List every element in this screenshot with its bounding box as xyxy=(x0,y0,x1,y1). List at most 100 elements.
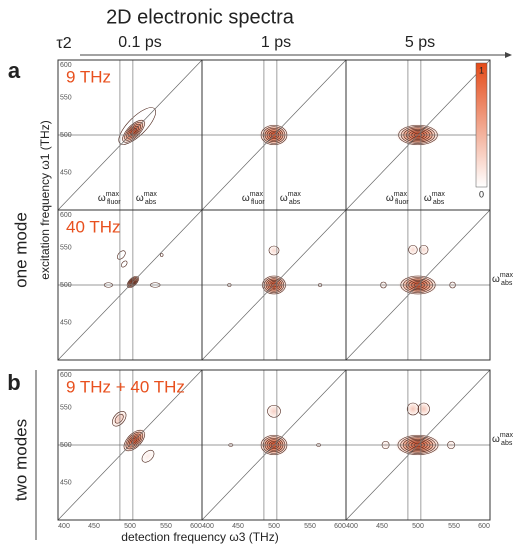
intensity xyxy=(417,402,431,416)
x-tick-label: 500 xyxy=(268,523,280,530)
contour xyxy=(114,413,124,424)
x-tick-label: 450 xyxy=(88,523,100,530)
x-tick-label: 600 xyxy=(334,523,346,530)
intensity xyxy=(266,404,282,419)
y-tick-label: 450 xyxy=(60,479,72,486)
y-tick-label: 500 xyxy=(60,282,72,289)
omega-sup: max xyxy=(288,191,302,198)
omega-symbol: ω xyxy=(386,193,394,204)
omega-symbol: ω xyxy=(242,193,250,204)
y-axis-label: excitation frequency ω1 (THz) xyxy=(38,120,52,279)
omega-label: ωmax abs xyxy=(424,191,446,206)
intensity xyxy=(111,410,128,428)
omega-sup: max xyxy=(394,191,408,198)
omega-sub: abs xyxy=(433,199,445,206)
panel-content xyxy=(58,60,202,210)
panel: ωmax abs xyxy=(345,209,514,361)
omega-sup: max xyxy=(500,272,514,279)
panel-label: b xyxy=(7,370,20,395)
omega-sup: max xyxy=(106,191,120,198)
arrow-head xyxy=(505,52,512,58)
omega-symbol: ω xyxy=(424,193,432,204)
title: 2D electronic spectra xyxy=(106,6,295,28)
x-tick-label: 400 xyxy=(202,523,214,530)
contour xyxy=(121,260,128,268)
omega-sub: fluor xyxy=(107,199,121,206)
contour xyxy=(117,250,126,260)
x-tick-label: 600 xyxy=(478,523,490,530)
omega-label: ωmax fluor xyxy=(386,191,409,206)
colorbar xyxy=(475,62,488,188)
contour xyxy=(268,245,280,256)
intensity xyxy=(418,244,429,255)
panel-content xyxy=(346,60,490,210)
panel-content xyxy=(346,370,490,520)
omega-label: ωmax fluor xyxy=(98,191,121,206)
contour xyxy=(112,411,127,427)
x-tick-label: 400 xyxy=(346,523,358,530)
delay: 5 ps xyxy=(405,34,435,51)
y-tick-label: 550 xyxy=(60,94,72,101)
contour xyxy=(267,404,281,418)
omega-label: ωmax abs xyxy=(492,272,514,287)
omega-symbol: ω xyxy=(492,274,500,285)
panel: ωmax fluor ωmax abs xyxy=(201,59,347,211)
colorbar-min: 0 xyxy=(479,189,484,199)
panel-content xyxy=(202,210,346,360)
x-tick-label: 600 xyxy=(190,523,202,530)
omega-sub: abs xyxy=(501,440,513,447)
omega-sup: max xyxy=(144,191,158,198)
x-tick-label: 450 xyxy=(376,523,388,530)
delay: 0.1 ps xyxy=(118,34,162,51)
panel-content xyxy=(202,370,346,520)
panel-content xyxy=(58,370,202,520)
omega-sup: max xyxy=(432,191,446,198)
panel: 400 450 500 550 600 ωmax abs xyxy=(345,369,514,530)
y-tick-label: 600 xyxy=(60,212,72,219)
contour xyxy=(419,244,429,255)
omega-symbol: ω xyxy=(98,193,106,204)
x-tick-label: 550 xyxy=(448,523,460,530)
intensity xyxy=(141,449,155,464)
intensity xyxy=(406,402,420,416)
panel-content xyxy=(346,210,490,360)
omega-label: ωmax abs xyxy=(280,191,302,206)
intensity xyxy=(268,245,280,256)
group-label: one mode xyxy=(11,212,30,288)
x-tick-label: 450 xyxy=(232,523,244,530)
omega-symbol: ω xyxy=(136,193,144,204)
group-label: two modes xyxy=(11,419,30,501)
omega-symbol: ω xyxy=(280,193,288,204)
panel: 400 450 500 550 600 xyxy=(201,369,347,530)
omega-label: ωmax abs xyxy=(136,191,158,206)
x-tick-label: 550 xyxy=(304,523,316,530)
omega-sub: abs xyxy=(145,199,157,206)
delay-symbol: τ2 xyxy=(56,35,71,52)
panel-frame xyxy=(345,209,491,361)
omega-sup: max xyxy=(500,432,514,439)
y-tick-label: 600 xyxy=(60,372,72,379)
x-tick-label: 400 xyxy=(58,523,70,530)
y-tick-label: 500 xyxy=(60,132,72,139)
x-tick-label: 550 xyxy=(160,523,172,530)
panel-content xyxy=(202,60,346,210)
mode-label: 9 THz + 40 THz xyxy=(66,377,185,396)
mode-label: 40 THz xyxy=(66,217,121,236)
delay: 1 ps xyxy=(261,34,291,51)
panel: ωmax fluor ωmax abs xyxy=(345,59,491,211)
omega-sub: abs xyxy=(289,199,301,206)
x-tick-label: 500 xyxy=(412,523,424,530)
omega-symbol: ω xyxy=(492,434,500,445)
panel-content xyxy=(58,210,202,360)
y-tick-label: 600 xyxy=(60,62,72,69)
colorbar-max: 1 xyxy=(479,65,484,75)
y-tick-label: 450 xyxy=(60,319,72,326)
contour xyxy=(417,402,430,416)
omega-label: ωmax fluor xyxy=(242,191,265,206)
omega-sup: max xyxy=(250,191,264,198)
contour xyxy=(159,253,164,257)
